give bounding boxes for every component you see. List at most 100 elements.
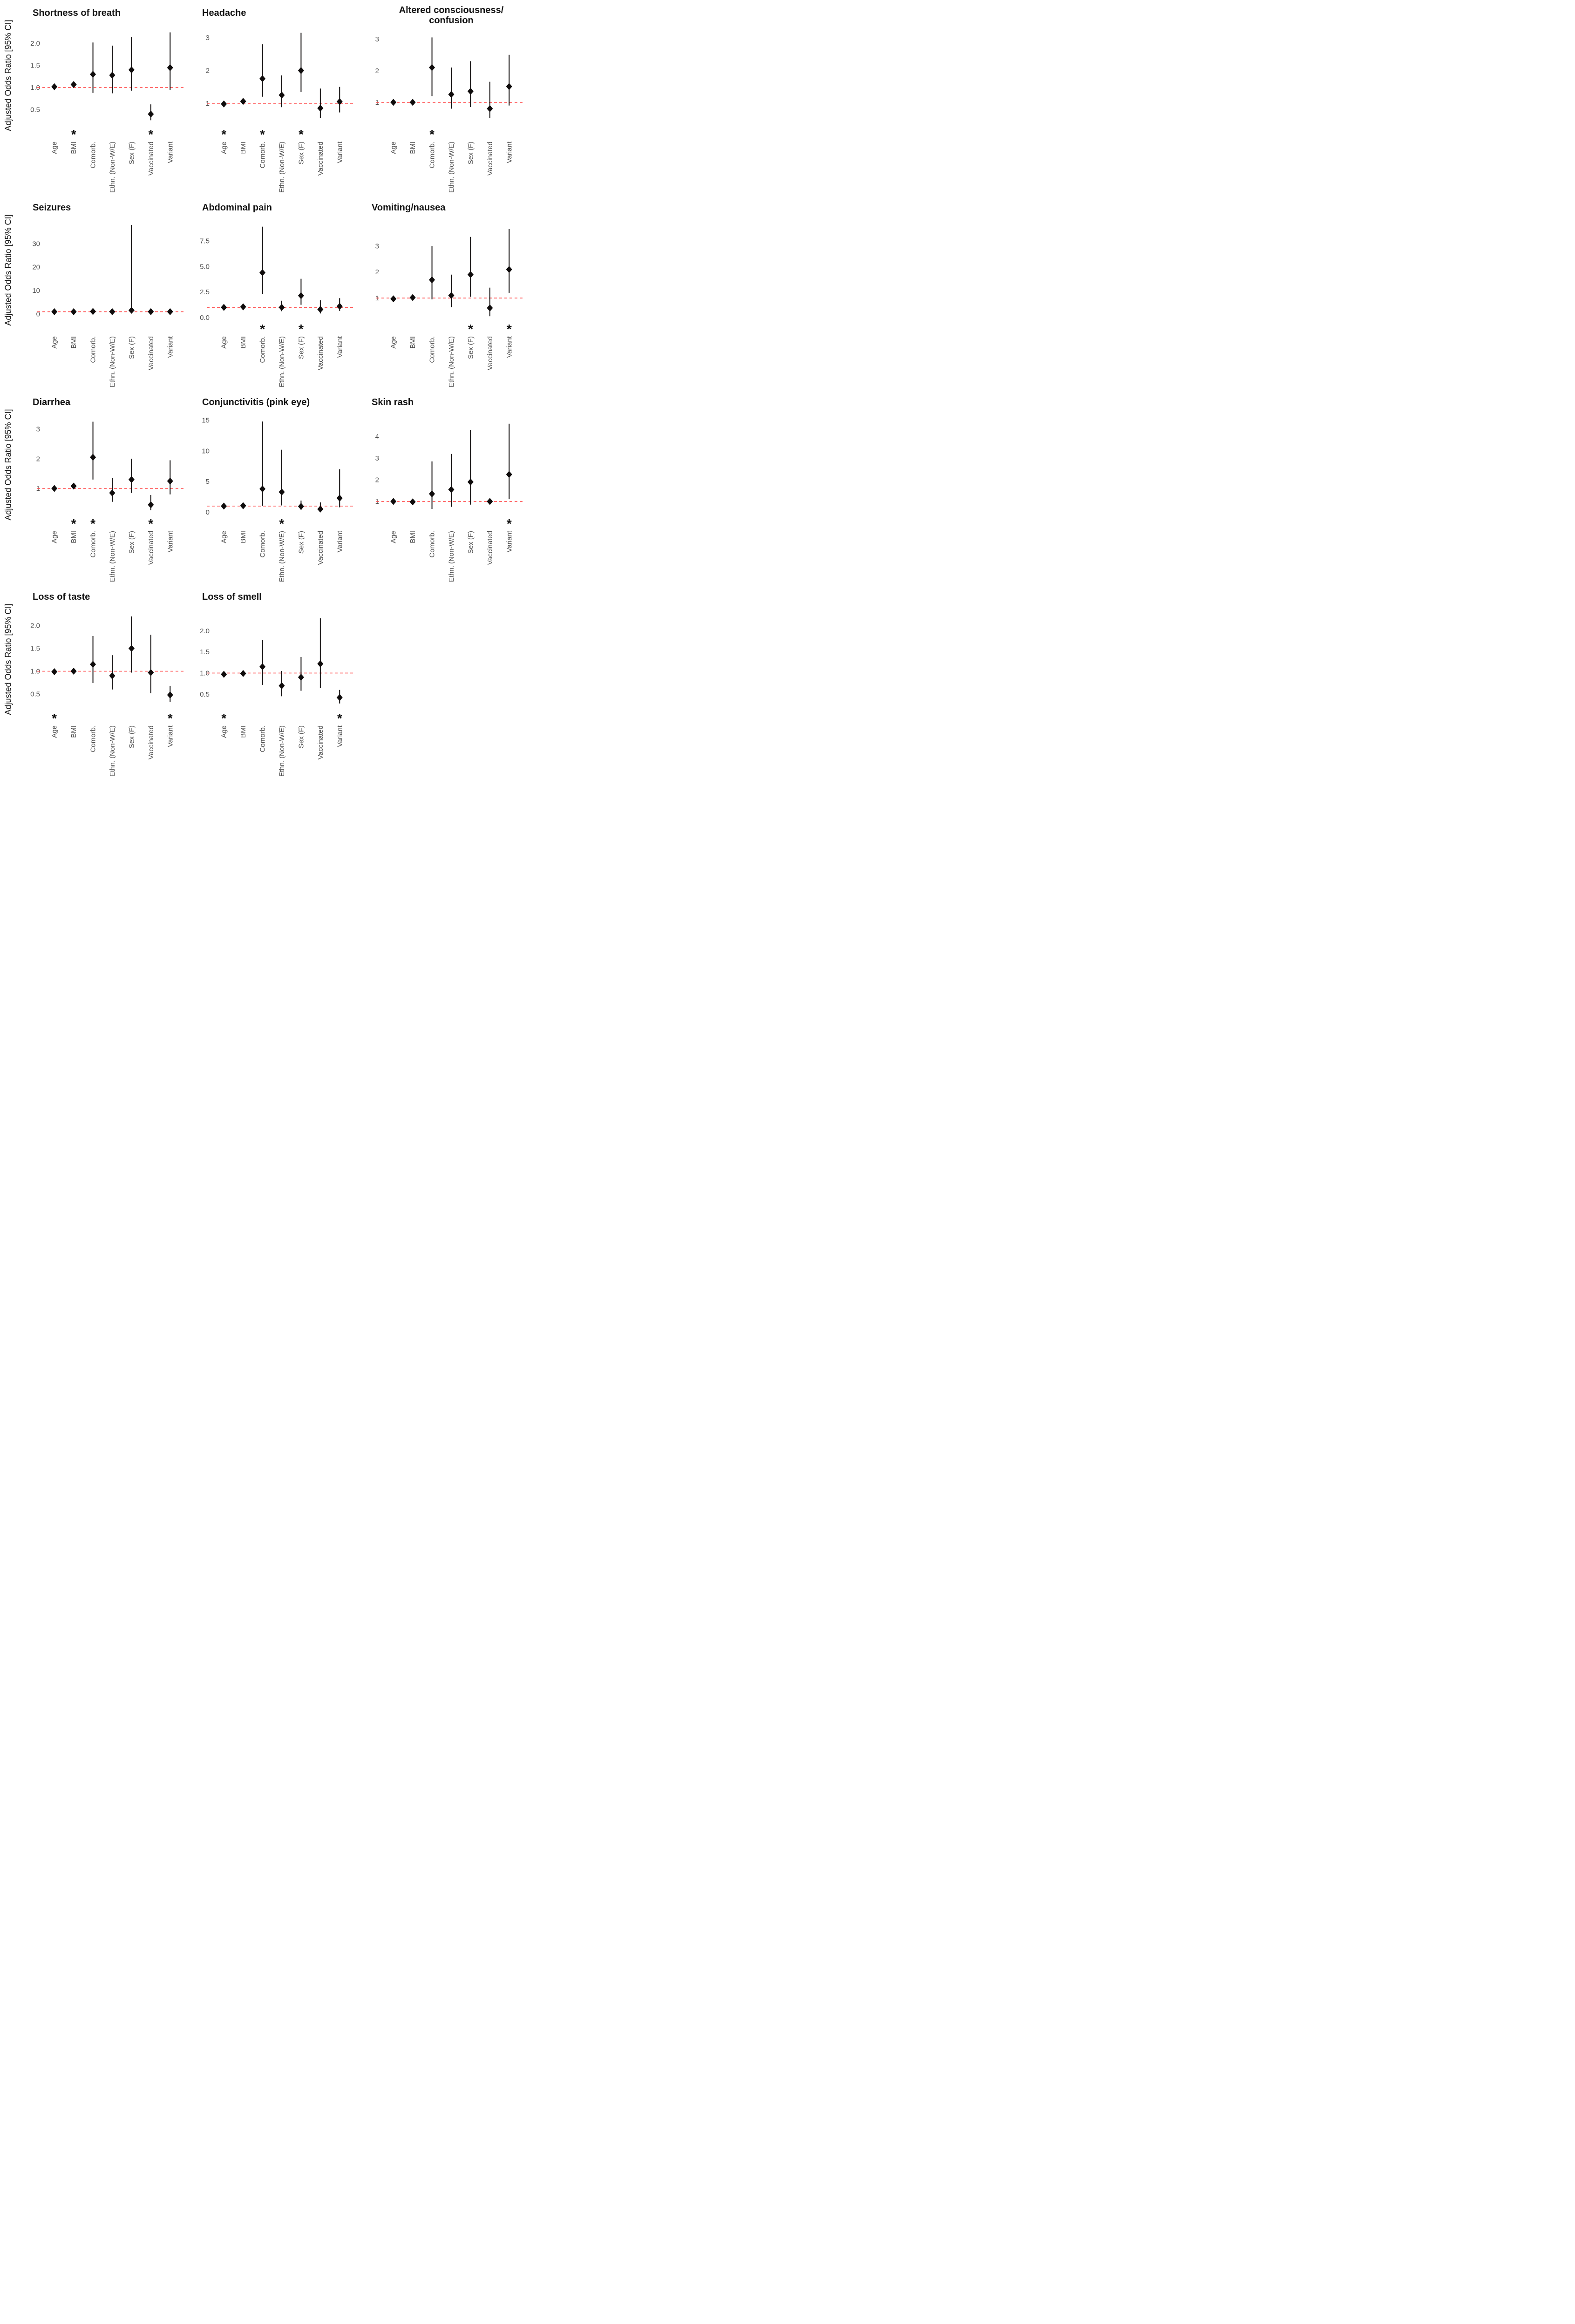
x-tick-label: Comorb. <box>89 336 97 363</box>
x-tick-label: BMI <box>409 531 417 543</box>
point-marker <box>221 671 227 678</box>
x-tick-label: Sex (F) <box>467 142 475 164</box>
x-tick-label: Variant <box>505 141 513 163</box>
y-tick-label: 4 <box>375 433 379 441</box>
y-tick-label: 0 <box>206 508 210 516</box>
point-marker <box>429 276 435 284</box>
significance-asterisk: * <box>429 127 434 142</box>
y-tick-label: 3 <box>375 454 379 462</box>
x-tick-label: BMI <box>70 531 78 543</box>
x-tick-label: Age <box>390 336 398 349</box>
point-marker <box>448 91 455 98</box>
significance-asterisk: * <box>148 516 153 531</box>
point-marker <box>390 498 397 505</box>
significance-asterisk: * <box>468 322 473 336</box>
figure-row-1: Adjusted Odds Ratio [95% CI] Shortness o… <box>1 3 526 197</box>
x-tick-label: Ethn. (Non-W/E) <box>278 725 286 777</box>
point-marker <box>221 100 227 108</box>
x-tick-label: Age <box>51 336 59 349</box>
point-marker <box>259 485 266 493</box>
x-tick-label: Age <box>220 142 228 154</box>
y-axis-label: Adjusted Odds Ratio [95% CI] <box>3 603 13 715</box>
x-tick-label: Vaccinated <box>317 531 325 565</box>
x-tick-label: Comorb. <box>89 142 97 169</box>
point-marker <box>448 486 455 493</box>
y-tick-label: 5.0 <box>200 263 210 271</box>
panel-title: Headache <box>202 8 246 18</box>
y-tick-label: 2 <box>36 455 40 463</box>
panel-altered-consciousness-confusion: Altered consciousness/confusion123AgeBMI… <box>375 5 523 193</box>
y-tick-label: 2 <box>375 476 379 484</box>
y-tick-label: 3 <box>375 35 379 43</box>
point-marker <box>90 454 96 461</box>
point-marker <box>51 485 58 492</box>
x-tick-label: BMI <box>409 142 417 154</box>
x-tick-label: Comorb. <box>89 531 97 558</box>
point-marker <box>240 502 246 509</box>
x-tick-label: Sex (F) <box>128 336 136 359</box>
x-tick-label: Sex (F) <box>467 531 475 554</box>
point-marker <box>467 88 474 95</box>
point-marker <box>336 98 343 105</box>
figure-row-3: Adjusted Odds Ratio [95% CI] Diarrhea123… <box>1 392 526 587</box>
point-marker <box>148 110 154 118</box>
point-marker <box>298 67 304 74</box>
forest-plot-figure: Adjusted Odds Ratio [95% CI] Shortness o… <box>0 0 526 786</box>
x-tick-label: Sex (F) <box>297 336 305 359</box>
point-marker <box>278 488 285 496</box>
panel-title: Loss of smell <box>202 592 262 602</box>
x-tick-label: Comorb. <box>428 531 436 558</box>
y-tick-label: 0.5 <box>30 691 40 698</box>
x-tick-label: Vaccinated <box>147 725 155 759</box>
y-tick-label: 3 <box>36 426 40 434</box>
point-marker <box>240 98 246 105</box>
y-tick-label: 10 <box>32 287 40 295</box>
point-marker <box>167 691 173 698</box>
panel-vomiting-nausea: Vomiting/nausea123AgeBMIComorb.Ethn. (No… <box>372 203 523 387</box>
y-axis-label: Adjusted Odds Ratio [95% CI] <box>3 20 13 131</box>
point-marker <box>109 672 115 679</box>
point-marker <box>409 498 416 506</box>
x-tick-label: Variant <box>336 725 344 747</box>
significance-asterisk: * <box>279 516 285 531</box>
point-marker <box>90 71 96 78</box>
x-tick-label: Comorb. <box>428 336 436 363</box>
x-tick-label: BMI <box>70 142 78 154</box>
point-marker <box>448 291 455 299</box>
point-marker <box>429 490 435 498</box>
x-tick-label: BMI <box>239 725 247 738</box>
x-tick-label: Variant <box>166 336 174 358</box>
panel-title: Shortness of breath <box>33 8 121 18</box>
significance-asterisk: * <box>71 127 76 142</box>
y-axis-label-strip: Adjusted Odds Ratio [95% CI] <box>1 587 16 781</box>
y-tick-label: 1.0 <box>30 668 40 676</box>
significance-asterisk: * <box>507 516 512 531</box>
panel-title: Seizures <box>33 203 71 213</box>
panel-row-2: Diarrhea123Age*BMI*Comorb.Ethn. (Non-W/E… <box>16 392 526 587</box>
point-marker <box>259 75 266 82</box>
x-tick-label: Variant <box>336 141 344 163</box>
y-axis-label: Adjusted Odds Ratio [95% CI] <box>3 409 13 521</box>
x-tick-label: Age <box>220 531 228 543</box>
y-tick-label: 1.0 <box>200 669 210 677</box>
x-tick-label: Vaccinated <box>486 531 494 565</box>
x-tick-label: Ethn. (Non-W/E) <box>109 531 116 582</box>
point-marker <box>390 295 397 303</box>
point-marker <box>390 99 397 106</box>
x-tick-label: Comorb. <box>259 725 267 752</box>
y-tick-label: 0.5 <box>30 106 40 114</box>
significance-asterisk: * <box>221 127 226 142</box>
point-marker <box>51 83 58 90</box>
x-tick-label: Sex (F) <box>128 142 136 164</box>
point-marker <box>128 66 135 74</box>
point-marker <box>409 294 416 301</box>
significance-asterisk: * <box>221 711 226 725</box>
point-marker <box>429 64 435 71</box>
point-marker <box>70 81 77 88</box>
x-tick-label: Vaccinated <box>486 336 494 370</box>
y-tick-label: 2.0 <box>200 627 210 635</box>
x-tick-label: Comorb. <box>259 142 267 169</box>
x-tick-label: Age <box>220 725 228 738</box>
significance-asterisk: * <box>299 322 304 336</box>
